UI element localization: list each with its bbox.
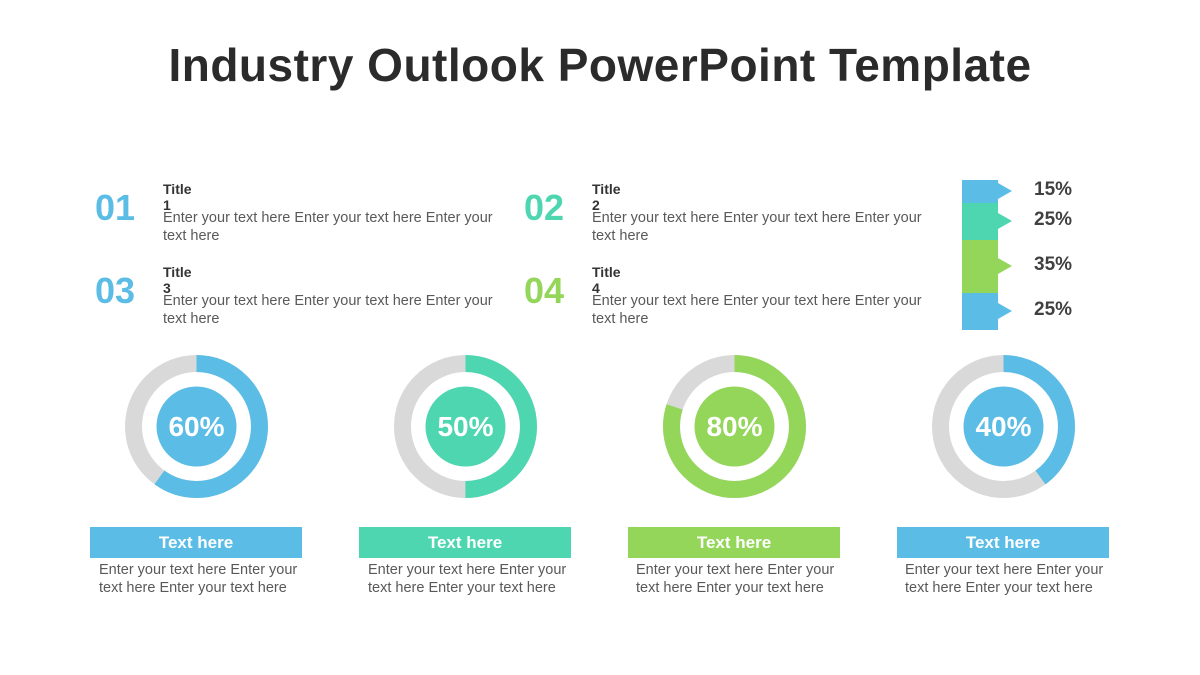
donut-percent: 80% — [706, 411, 763, 442]
card-text: Enter your text here Enter your text her… — [99, 562, 298, 596]
pointer-arrow-icon — [998, 258, 1012, 275]
stack-label: 25% — [1034, 209, 1073, 231]
item-number: 04 — [524, 270, 565, 311]
item-title: Title 4 — [592, 264, 621, 296]
donut-center — [156, 386, 237, 467]
stack-segment: 15% — [962, 179, 1072, 203]
donut-percent: 50% — [437, 411, 494, 442]
donut-chart: 80% — [662, 354, 807, 499]
item-title: Title 2 — [592, 181, 621, 213]
stack-segment: 25% — [962, 292, 1072, 330]
donut-progress-arc — [932, 355, 1075, 498]
donut-progress-arc — [663, 355, 806, 498]
card-heading: Text here — [359, 527, 571, 558]
stack-segment: 35% — [962, 240, 1072, 293]
slide-title: Industry Outlook PowerPoint Template — [168, 39, 1032, 91]
card-heading: Text here — [628, 527, 840, 558]
card-text: Enter your text here Enter your text her… — [905, 562, 1104, 596]
donut-percent: 60% — [168, 411, 225, 442]
card-text: Enter your text here Enter your text her… — [636, 562, 835, 596]
donut-chart: 40% — [931, 354, 1076, 499]
item-text: Enter your text here Enter your text her… — [592, 293, 922, 327]
pointer-arrow-icon — [998, 213, 1012, 230]
stack-label: 35% — [1034, 254, 1073, 276]
donut-progress-arc — [394, 355, 537, 498]
stack-segment: 25% — [962, 202, 1072, 240]
donut-chart: 50% — [393, 354, 538, 499]
stack-label: 25% — [1034, 299, 1073, 321]
donut-progress-arc — [125, 355, 268, 498]
card-heading: Text here — [90, 527, 302, 558]
item-title: Title 3 — [163, 264, 192, 296]
stack-label: 15% — [1034, 179, 1073, 201]
donut-percent: 40% — [975, 411, 1032, 442]
donut-chart: 60% — [124, 354, 269, 499]
donut-center — [963, 386, 1044, 467]
card-text: Enter your text here Enter your text her… — [368, 562, 567, 596]
donut-center — [694, 386, 775, 467]
item-text: Enter your text here Enter your text her… — [163, 293, 493, 327]
item-number: 01 — [95, 187, 136, 228]
stacked-bar: 15% 25% 35% 25% — [962, 179, 1122, 330]
pointer-arrow-icon — [998, 183, 1012, 200]
item-number: 03 — [95, 270, 136, 311]
donut-center — [425, 386, 506, 467]
item-title: Title 1 — [163, 181, 192, 213]
item-text: Enter your text here Enter your text her… — [592, 210, 922, 244]
card-heading: Text here — [897, 527, 1109, 558]
item-text: Enter your text here Enter your text her… — [163, 210, 493, 244]
pointer-arrow-icon — [998, 303, 1012, 320]
item-number: 02 — [524, 187, 565, 228]
